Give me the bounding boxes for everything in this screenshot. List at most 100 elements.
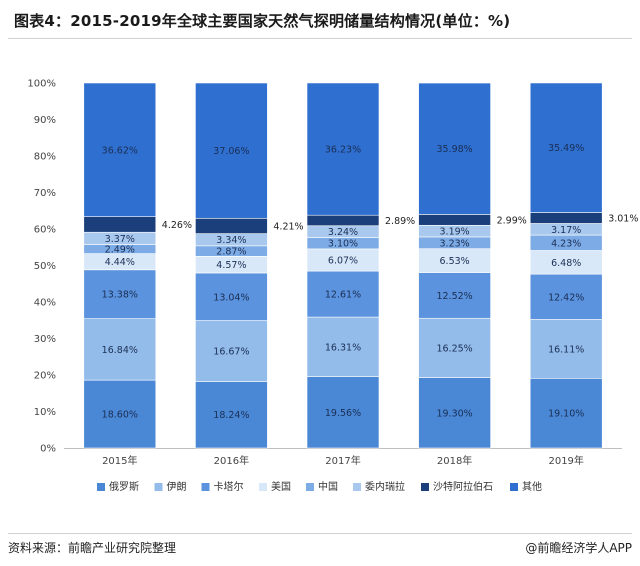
data-label: 16.31% bbox=[325, 342, 361, 353]
legend-label: 沙特阿拉伯石 bbox=[433, 480, 493, 493]
legend-label: 俄罗斯 bbox=[109, 480, 139, 493]
x-tick-label: 2018年 bbox=[437, 454, 472, 467]
x-tick-label: 2015年 bbox=[102, 454, 137, 467]
legend-swatch bbox=[306, 483, 314, 491]
data-label: 36.23% bbox=[325, 145, 361, 156]
bar-segment bbox=[83, 82, 157, 217]
y-tick-label: 90% bbox=[34, 115, 56, 126]
data-label: 4.26% bbox=[162, 220, 192, 231]
data-label: 35.49% bbox=[548, 143, 584, 154]
bar-segment bbox=[306, 316, 380, 377]
y-tick-label: 80% bbox=[34, 152, 56, 163]
y-tick-label: 40% bbox=[34, 298, 56, 309]
title-divider bbox=[8, 38, 632, 39]
data-label: 4.44% bbox=[105, 257, 135, 268]
data-label: 16.25% bbox=[436, 343, 472, 354]
bar-segment bbox=[195, 217, 268, 234]
bar-segment bbox=[418, 272, 491, 319]
legend-label: 其他 bbox=[522, 480, 542, 493]
data-label: 3.37% bbox=[105, 234, 135, 245]
y-tick-label: 60% bbox=[34, 225, 56, 236]
legend-swatch bbox=[259, 483, 267, 491]
source-note: 资料来源：前瞻产业研究院整理 bbox=[8, 541, 177, 555]
data-label: 3.01% bbox=[608, 213, 638, 224]
footer-divider bbox=[8, 533, 632, 534]
bar-segment bbox=[418, 377, 491, 449]
data-label: 6.53% bbox=[440, 256, 470, 267]
y-tick-label: 20% bbox=[34, 371, 56, 382]
data-label: 12.52% bbox=[436, 291, 472, 302]
legend-swatch bbox=[97, 483, 105, 491]
y-tick-label: 100% bbox=[27, 79, 56, 90]
data-label: 16.67% bbox=[213, 347, 249, 358]
bar-segment bbox=[83, 269, 157, 319]
bar-segment bbox=[529, 212, 603, 224]
data-label: 4.21% bbox=[273, 221, 303, 232]
x-tick-label: 2017年 bbox=[325, 454, 360, 467]
data-label: 37.06% bbox=[213, 146, 249, 157]
bar-segment bbox=[195, 272, 268, 321]
y-tick-label: 70% bbox=[34, 188, 56, 199]
data-label: 3.23% bbox=[440, 238, 470, 249]
bar-segment bbox=[529, 377, 603, 449]
bar-segment bbox=[418, 317, 491, 378]
y-tick-label: 10% bbox=[34, 407, 56, 418]
data-label: 3.24% bbox=[328, 227, 358, 238]
data-label: 12.61% bbox=[325, 290, 361, 301]
data-label: 16.11% bbox=[548, 344, 584, 355]
legend-swatch bbox=[353, 483, 361, 491]
data-label: 19.30% bbox=[436, 408, 472, 419]
legend-label: 伊朗 bbox=[167, 481, 187, 493]
data-label: 19.10% bbox=[548, 409, 584, 420]
data-label: 3.19% bbox=[440, 227, 470, 238]
x-tick-label: 2019年 bbox=[548, 454, 583, 467]
data-label: 13.38% bbox=[102, 290, 138, 301]
data-label: 18.60% bbox=[102, 410, 138, 421]
data-label: 35.98% bbox=[436, 144, 472, 155]
data-label: 4.57% bbox=[216, 260, 246, 271]
data-label: 2.89% bbox=[385, 216, 415, 227]
data-label: 2.87% bbox=[216, 247, 246, 258]
data-label: 16.84% bbox=[102, 345, 138, 356]
data-label: 2.99% bbox=[497, 215, 527, 226]
bar-segment bbox=[418, 82, 491, 215]
bar-segment bbox=[529, 273, 603, 320]
bar-segment bbox=[529, 319, 603, 379]
bar-segment bbox=[306, 82, 380, 216]
bar-segment bbox=[418, 214, 491, 226]
data-label: 13.04% bbox=[213, 292, 249, 303]
legend-swatch bbox=[421, 483, 429, 491]
y-tick-label: 30% bbox=[34, 334, 56, 345]
data-label: 3.17% bbox=[551, 225, 581, 236]
legend-label: 委内瑞拉 bbox=[365, 480, 405, 493]
brand-credit: @前瞻经济学人APP bbox=[525, 541, 632, 555]
data-label: 12.42% bbox=[548, 292, 584, 303]
bar-segment bbox=[306, 270, 380, 318]
data-label: 18.24% bbox=[213, 410, 249, 421]
bar-segment bbox=[306, 376, 380, 449]
legend-label: 中国 bbox=[318, 480, 338, 493]
bar-segment bbox=[195, 381, 268, 449]
data-label: 2.49% bbox=[105, 245, 135, 256]
data-label: 36.62% bbox=[102, 145, 138, 156]
legend-swatch bbox=[201, 483, 210, 491]
data-label: 3.10% bbox=[328, 239, 358, 250]
bar-segment bbox=[83, 216, 157, 233]
chart-title: 图表4：2015-2019年全球主要国家天然气探明储量结构情况(单位：%) bbox=[14, 12, 511, 30]
data-label: 3.34% bbox=[216, 235, 246, 246]
data-label: 6.07% bbox=[328, 255, 358, 266]
legend-label: 美国 bbox=[271, 480, 291, 493]
data-label: 6.48% bbox=[551, 258, 581, 269]
y-tick-label: 50% bbox=[34, 261, 56, 272]
data-label: 4.23% bbox=[551, 238, 581, 249]
bar-segment bbox=[529, 82, 603, 213]
bar-segment bbox=[195, 82, 268, 219]
data-label: 19.56% bbox=[325, 408, 361, 419]
x-tick-label: 2016年 bbox=[214, 454, 249, 467]
legend-swatch bbox=[154, 483, 163, 491]
legend-swatch bbox=[510, 483, 518, 491]
bar-segment bbox=[83, 379, 157, 449]
bar-segment bbox=[306, 214, 380, 227]
bar-segment bbox=[195, 320, 268, 382]
